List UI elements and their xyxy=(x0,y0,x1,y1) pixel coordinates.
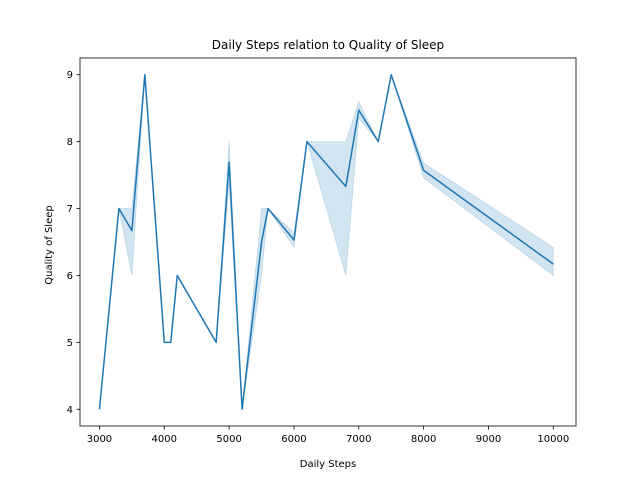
x-tick-label: 6000 xyxy=(281,434,306,445)
axes-frame xyxy=(79,57,577,427)
plot-area: 3000 4000 5000 6000 7000 8000 9000 10000 4 5 6 7 8 9 xyxy=(67,57,577,445)
y-tick-label: 5 xyxy=(67,338,73,349)
x-tick-label: 7000 xyxy=(346,434,371,445)
x-tick-label: 10000 xyxy=(537,434,569,445)
y-tick-label: 9 xyxy=(67,70,73,81)
y-tick-label: 7 xyxy=(67,204,73,215)
x-tick-label: 9000 xyxy=(476,434,501,445)
y-tick-label: 4 xyxy=(67,405,73,416)
series-line xyxy=(98,73,554,411)
x-axis-label: Daily Steps xyxy=(300,459,356,470)
x-tick-label: 5000 xyxy=(216,434,241,445)
x-tick-label: 4000 xyxy=(152,434,177,445)
y-tick-label: 6 xyxy=(67,271,73,282)
x-tick-label: 3000 xyxy=(87,434,112,445)
y-tick-label: 8 xyxy=(67,137,73,148)
x-tick-label: 8000 xyxy=(411,434,436,445)
y-axis-label: Quality of Sleep xyxy=(44,205,55,285)
chart-title: Daily Steps relation to Quality of Sleep xyxy=(212,38,444,52)
